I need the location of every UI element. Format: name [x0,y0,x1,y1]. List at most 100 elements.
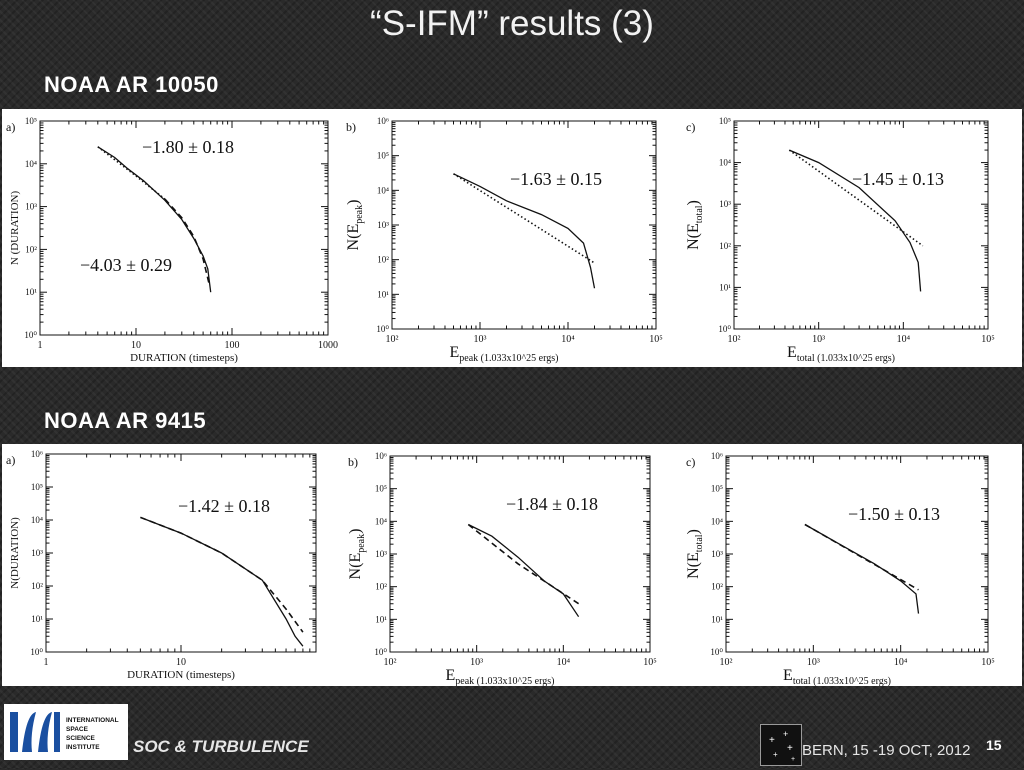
x-tick-label: 10² [384,657,397,668]
x-tick-label: 10 [131,340,141,351]
panel-label: b) [348,455,358,469]
y-tick-label: 10⁵ [25,116,37,126]
chart-panel-10050-b: b) 10² 10³ 10⁴ 10⁵ 10⁰ 10¹ 10² 10³ 10⁴ 10⁵ 10⁶ Epeak… [342,109,682,367]
y-axis-label: N(DURATION) [9,517,21,589]
y-tick-label: 10² [31,581,43,591]
y-tick-label: 10⁰ [376,324,389,334]
series-line-solid [468,523,580,618]
slope-annotation: −1.50 ± 0.13 [848,504,940,524]
chart-10050-epeak: b) 10² 10³ 10⁴ 10⁵ 10⁰ 10¹ 10² 10³ 10⁴ 10⁵ 10⁶ Epeak… [345,116,663,364]
y-tick-label: 10³ [719,199,731,209]
x-tick-label: 10⁵ [643,657,657,668]
svg-text:+: + [791,756,795,763]
y-tick-label: 10¹ [31,614,43,624]
chart-panel-10050-c: c) 10² 10³ 10⁴ 10⁵ 10⁰ 10¹ 10² 10³ 10⁴ 10⁵ Etotal (… [682,109,1022,367]
chart-9415-duration: a) 1 10 10⁰ 10¹ 10² 10³ 10⁴ 10⁵ 10⁶ DURATION (time… [6,449,317,681]
x-tick-label: 10 [176,657,186,668]
svg-text:+: + [787,743,793,754]
panel-label: a) [6,453,15,467]
chart-9415-etotal: c) 10² 10³ 10⁴ 10⁵ 10⁰ 10¹ 10² 10³ 10⁴ 10⁵ 10⁶ Etota… [685,451,995,686]
y-axis-label: N (DURATION) [9,191,21,266]
y-tick-label: 10⁶ [711,451,723,461]
y-tick-label: 10⁶ [377,116,389,126]
series-line-solid [804,523,920,614]
x-tick-label: 10³ [470,657,483,668]
x-tick-label: 100 [225,340,240,351]
chart-panel-9415-c: c) 10² 10³ 10⁴ 10⁵ 10⁰ 10¹ 10² 10³ 10⁴ 10⁵ 10⁶ Etota… [682,444,1022,686]
y-tick-label: 10⁴ [377,185,389,195]
x-tick-label: 10⁴ [561,334,575,345]
y-tick-label: 10⁵ [31,482,43,492]
x-tick-label: 10³ [812,334,825,345]
slide-title: “S-IFM” results (3) [370,4,654,43]
y-axis-label: N(Etotal) [685,529,705,579]
y-tick-label: 10³ [375,549,387,559]
slope-annotation: −1.80 ± 0.18 [142,137,234,157]
x-tick-label: 1000 [318,340,338,351]
y-axis-label: N(Epeak) [345,200,365,251]
y-tick-label: 10⁵ [719,116,731,126]
x-tick-label: 10⁵ [981,657,995,668]
y-tick-label: 10³ [711,549,723,559]
y-tick-label: 10⁴ [711,516,723,526]
series-line-dashed [467,523,580,605]
svg-text:+: + [773,750,778,759]
series-line-dashed [140,516,304,633]
chart-panel-9415-b: b) 10² 10³ 10⁴ 10⁵ 10⁰ 10¹ 10² 10³ 10⁴ 10⁵ 10⁶ Epeak… [344,444,682,686]
y-tick-label: 10⁵ [375,484,387,494]
chart-10050-etotal: c) 10² 10³ 10⁴ 10⁵ 10⁰ 10¹ 10² 10³ 10⁴ 10⁵ Etotal (… [685,116,995,364]
series-line-solid [453,173,596,289]
series-line-dashed [164,198,211,285]
slope-annotation: −1.45 ± 0.13 [852,169,944,189]
x-tick-label: 10⁴ [894,657,908,668]
y-tick-label: 10² [719,241,731,251]
y-tick-label: 10⁰ [30,647,43,657]
chart-9415-epeak: b) 10² 10³ 10⁴ 10⁵ 10⁰ 10¹ 10² 10³ 10⁴ 10⁵ 10⁶ Epeak… [347,451,657,686]
y-tick-label: 10¹ [25,287,37,297]
series-line-dashed [804,523,919,591]
x-tick-label: 1 [44,657,49,668]
chart-panel-9415-a: a) 1 10 10⁰ 10¹ 10² 10³ 10⁴ 10⁵ 10⁶ DURATION (time… [2,444,344,686]
x-tick-label: 10² [720,657,733,668]
issi-logo-icon: INTERNATIONAL SPACE SCIENCE INSTITUTE [10,712,119,752]
y-tick-label: 10² [711,582,723,592]
y-tick-label: 10⁴ [719,158,731,168]
panel-label: c) [686,455,695,469]
x-axis-label: Epeak (1.033x10^25 ergs) [449,344,558,364]
page-number: 15 [986,737,1002,753]
x-axis-label: DURATION (timesteps) [127,669,235,681]
y-axis-label: N(Epeak) [347,529,367,580]
y-axis-label: N(Etotal) [685,200,705,250]
y-tick-label: 10⁴ [375,516,387,526]
y-tick-label: 10¹ [711,614,723,624]
plot-frame [391,120,657,330]
y-tick-label: 10² [25,244,37,254]
y-tick-label: 10⁰ [718,324,731,334]
plot-frame [733,120,989,330]
y-tick-label: 10⁴ [31,515,43,525]
y-tick-label: 10⁰ [24,330,37,340]
slope-annotation: −1.42 ± 0.18 [178,496,270,516]
x-tick-label: 10⁵ [981,334,995,345]
y-tick-label: 10⁵ [711,484,723,494]
y-tick-label: 10² [375,582,387,592]
y-tick-label: 10⁰ [374,647,387,657]
y-tick-label: 10³ [31,548,43,558]
plot-frame [39,120,329,336]
y-tick-label: 10³ [377,220,389,230]
svg-text:+: + [769,735,775,746]
y-tick-label: 10⁰ [710,647,723,657]
x-axis-label: Epeak (1.033x10^25 ergs) [445,667,554,686]
section-label-ar9415: NOAA AR 9415 [44,408,207,433]
y-tick-label: 10¹ [377,289,389,299]
series-line-solid [789,149,922,292]
x-tick-label: 1 [38,340,43,351]
x-axis-label: Etotal (1.033x10^25 ergs) [787,344,895,364]
constellation-icon: + + + + + [760,724,802,766]
series-line-dotted [97,146,166,200]
chart-10050-duration: a) 1 10 100 1000 10⁰ 10¹ 10² 10³ 10⁴ 10⁵ DURATION (… [6,116,338,364]
y-tick-label: 10¹ [719,282,731,292]
x-tick-label: 10² [728,334,741,345]
x-tick-label: 10⁵ [649,334,663,345]
panel-label: c) [686,120,695,134]
